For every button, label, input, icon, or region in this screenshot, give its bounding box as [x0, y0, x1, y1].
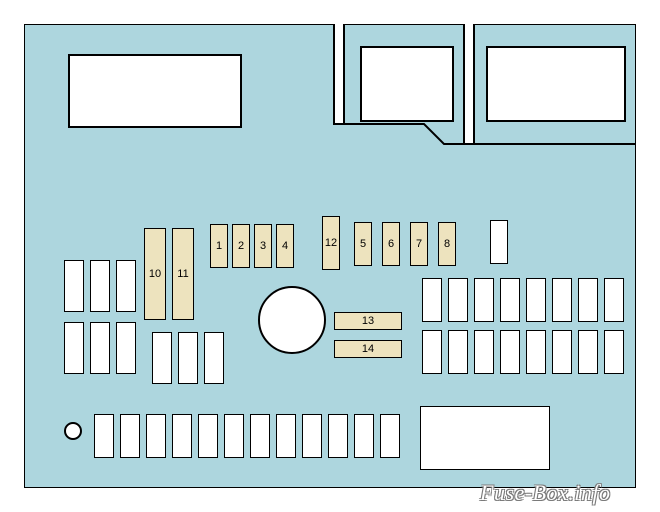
- fuse-slot-unlabeled: [276, 414, 296, 458]
- fuse-slot-unlabeled: [474, 278, 494, 322]
- watermark-text: Fuse-Box.info: [480, 480, 611, 506]
- fuse-slot-unlabeled: [116, 260, 136, 312]
- fuse-slot-unlabeled: [422, 278, 442, 322]
- fuse-1: 1: [210, 224, 228, 268]
- fuse-slot-unlabeled: [250, 414, 270, 458]
- fuse-slot-unlabeled: [422, 330, 442, 374]
- fuse-slot-unlabeled: [146, 414, 166, 458]
- fuse-slot-unlabeled: [354, 414, 374, 458]
- fuse-slot-unlabeled: [204, 332, 224, 384]
- large-hole: [258, 286, 326, 354]
- fuse-slot-unlabeled: [552, 330, 572, 374]
- fuse-12: 12: [322, 216, 340, 270]
- fuse-slot-unlabeled: [90, 260, 110, 312]
- fuse-6: 6: [382, 222, 400, 266]
- fuse-slot-unlabeled: [448, 330, 468, 374]
- fuse-slot-unlabeled: [198, 414, 218, 458]
- fuse-slot-unlabeled: [526, 330, 546, 374]
- fuse-slot-unlabeled: [64, 322, 84, 374]
- fuse-7: 7: [410, 222, 428, 266]
- fuse-slot-unlabeled: [552, 278, 572, 322]
- fuse-4: 4: [276, 224, 294, 268]
- bottom-right-panel: [420, 406, 550, 470]
- fuse-slot-unlabeled: [302, 414, 322, 458]
- fuse-slot-unlabeled: [526, 278, 546, 322]
- fuse-slot-unlabeled: [500, 330, 520, 374]
- fuse-slot-unlabeled: [604, 330, 624, 374]
- fuse-slot-unlabeled: [64, 260, 84, 312]
- fuse-2: 2: [232, 224, 250, 268]
- fuse-slot-unlabeled: [490, 220, 508, 264]
- fuse-13: 13: [334, 312, 402, 330]
- small-hole: [64, 422, 82, 440]
- fuse-slot-unlabeled: [578, 330, 598, 374]
- fuse-slot-unlabeled: [172, 414, 192, 458]
- fuse-slot-unlabeled: [500, 278, 520, 322]
- fuse-slot-unlabeled: [152, 332, 172, 384]
- fuse-board: 101112341256781314 Fuse-Box.info: [24, 24, 636, 488]
- fuse-slot-unlabeled: [94, 414, 114, 458]
- fuse-slot-unlabeled: [604, 278, 624, 322]
- fuse-14: 14: [334, 340, 402, 358]
- diagram-canvas: 101112341256781314 Fuse-Box.info: [0, 0, 660, 512]
- fuse-3: 3: [254, 224, 272, 268]
- fuse-slot-unlabeled: [578, 278, 598, 322]
- fuse-slot-unlabeled: [90, 322, 110, 374]
- fuse-11: 11: [172, 228, 194, 320]
- fuse-5: 5: [354, 222, 372, 266]
- relay-box-1: [68, 54, 242, 128]
- fuse-slot-unlabeled: [328, 414, 348, 458]
- fuse-slot-unlabeled: [448, 278, 468, 322]
- relay-box-2: [360, 46, 454, 122]
- fuse-slot-unlabeled: [224, 414, 244, 458]
- fuse-slot-unlabeled: [474, 330, 494, 374]
- relay-box-3: [486, 46, 626, 122]
- fuse-slot-unlabeled: [178, 332, 198, 384]
- fuse-slot-unlabeled: [380, 414, 400, 458]
- fuse-8: 8: [438, 222, 456, 266]
- fuse-slot-unlabeled: [116, 322, 136, 374]
- fuse-10: 10: [144, 228, 166, 320]
- fuse-slot-unlabeled: [120, 414, 140, 458]
